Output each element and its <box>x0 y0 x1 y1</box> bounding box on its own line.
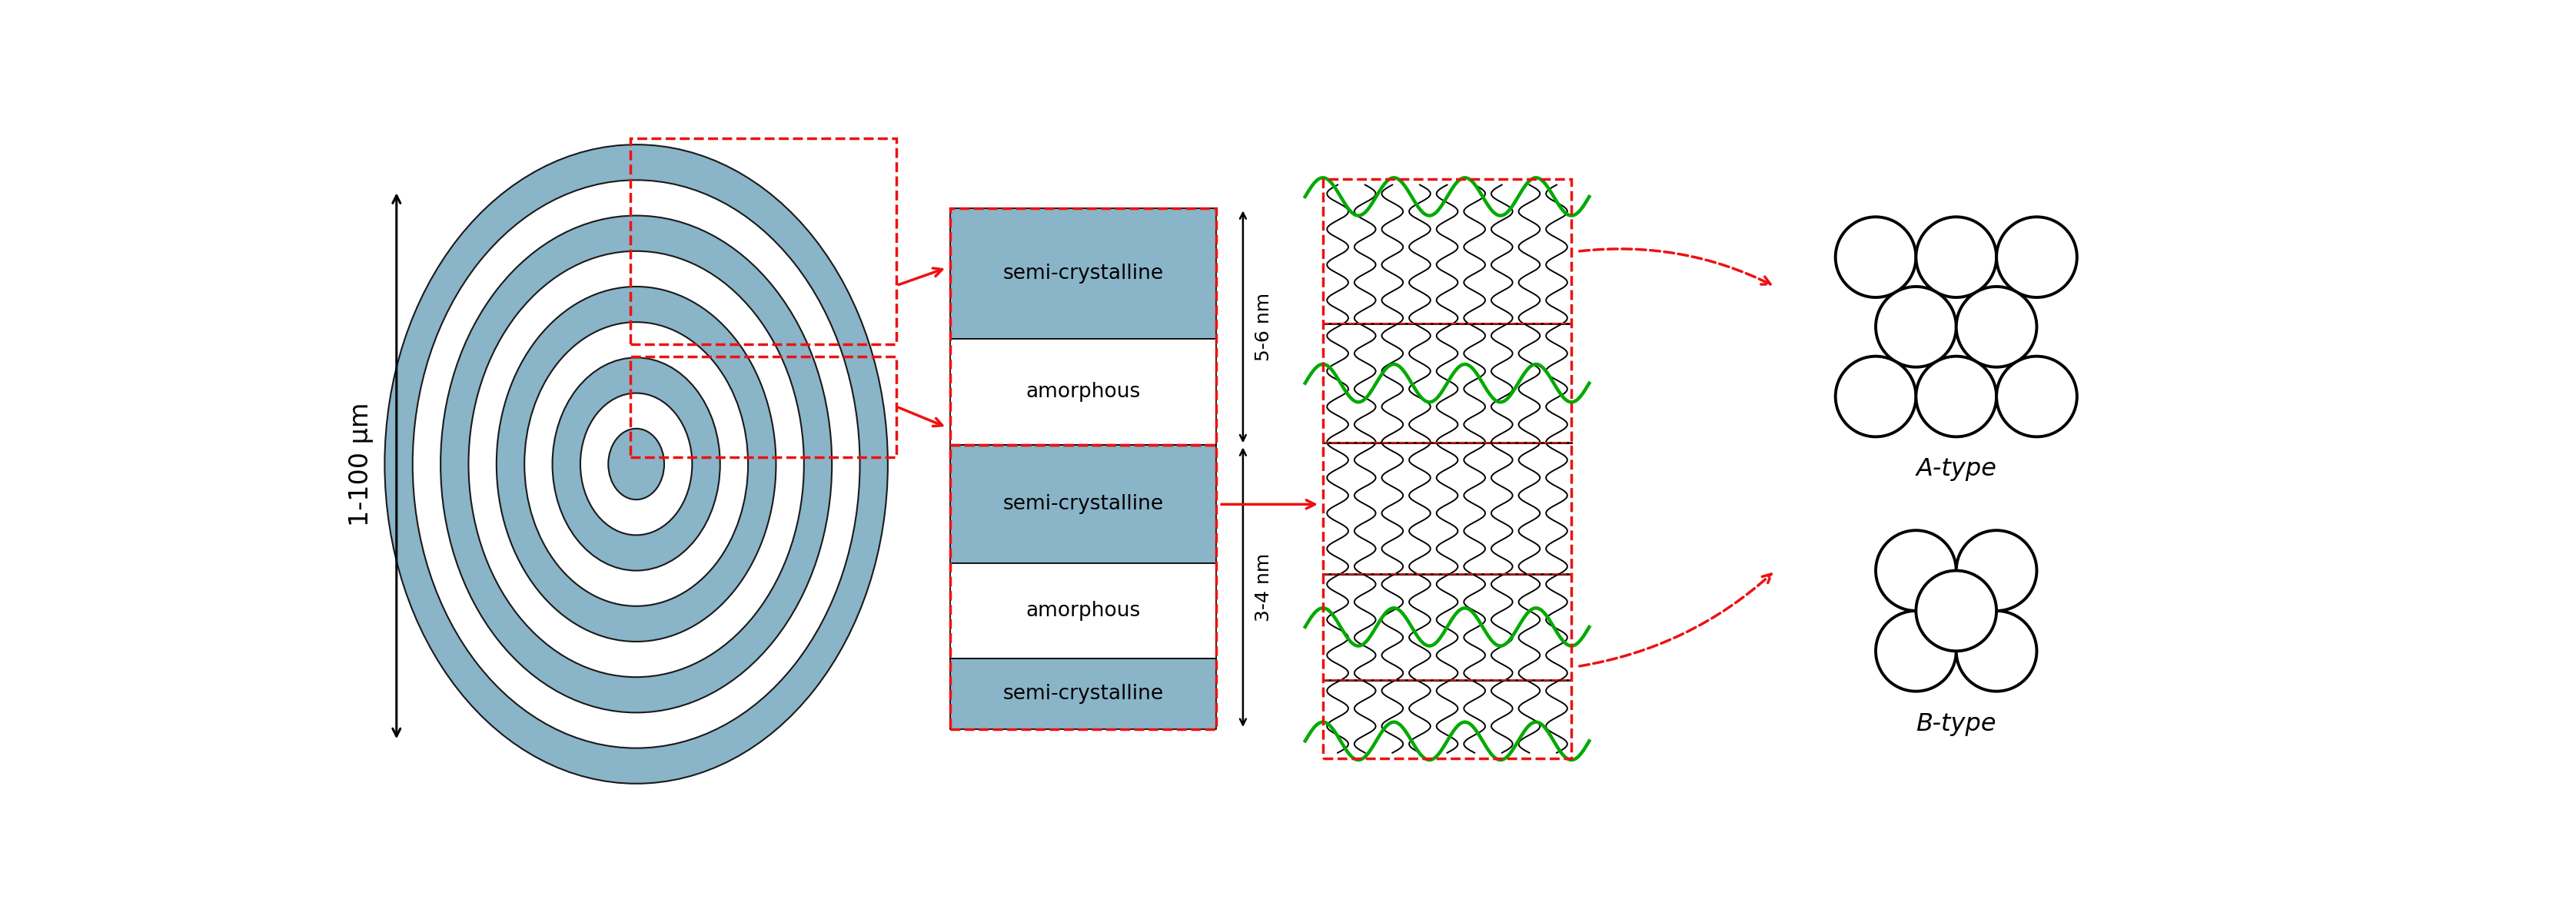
Bar <box>951 209 1216 339</box>
Circle shape <box>1955 530 2038 611</box>
Circle shape <box>1996 217 2076 298</box>
Bar <box>631 357 896 457</box>
Ellipse shape <box>526 322 747 607</box>
Circle shape <box>1837 357 1917 437</box>
Bar <box>951 445 1216 563</box>
Text: amorphous: amorphous <box>1025 382 1141 402</box>
Bar <box>951 658 1216 729</box>
Ellipse shape <box>412 180 860 748</box>
Ellipse shape <box>551 357 721 571</box>
Text: semi-crystalline: semi-crystalline <box>1002 264 1164 284</box>
Circle shape <box>1917 217 1996 298</box>
Text: semi-crystalline: semi-crystalline <box>1002 494 1164 515</box>
Bar <box>951 339 1216 445</box>
Text: A-type: A-type <box>1917 458 1996 482</box>
Circle shape <box>1917 571 1996 651</box>
Text: 5-6 nm: 5-6 nm <box>1255 292 1273 361</box>
Bar <box>951 445 1216 729</box>
Ellipse shape <box>608 428 665 500</box>
Text: semi-crystalline: semi-crystalline <box>1002 684 1164 704</box>
Text: amorphous: amorphous <box>1025 601 1141 621</box>
Circle shape <box>1955 611 2038 691</box>
Circle shape <box>1875 611 1955 691</box>
Bar <box>1324 179 1571 759</box>
Ellipse shape <box>384 144 889 784</box>
Bar <box>951 563 1216 658</box>
Circle shape <box>1875 530 1955 611</box>
Bar <box>951 209 1216 445</box>
Circle shape <box>1955 287 2038 367</box>
Ellipse shape <box>469 251 804 677</box>
Circle shape <box>1875 287 1955 367</box>
Circle shape <box>1917 357 1996 437</box>
Circle shape <box>1996 357 2076 437</box>
Circle shape <box>1837 217 1917 298</box>
Ellipse shape <box>580 393 693 535</box>
Text: 1-100 μm: 1-100 μm <box>348 402 374 527</box>
Ellipse shape <box>497 287 775 641</box>
Text: 3-4 nm: 3-4 nm <box>1255 553 1273 621</box>
Ellipse shape <box>440 216 832 712</box>
Bar <box>631 139 896 345</box>
Text: B-type: B-type <box>1917 712 1996 736</box>
